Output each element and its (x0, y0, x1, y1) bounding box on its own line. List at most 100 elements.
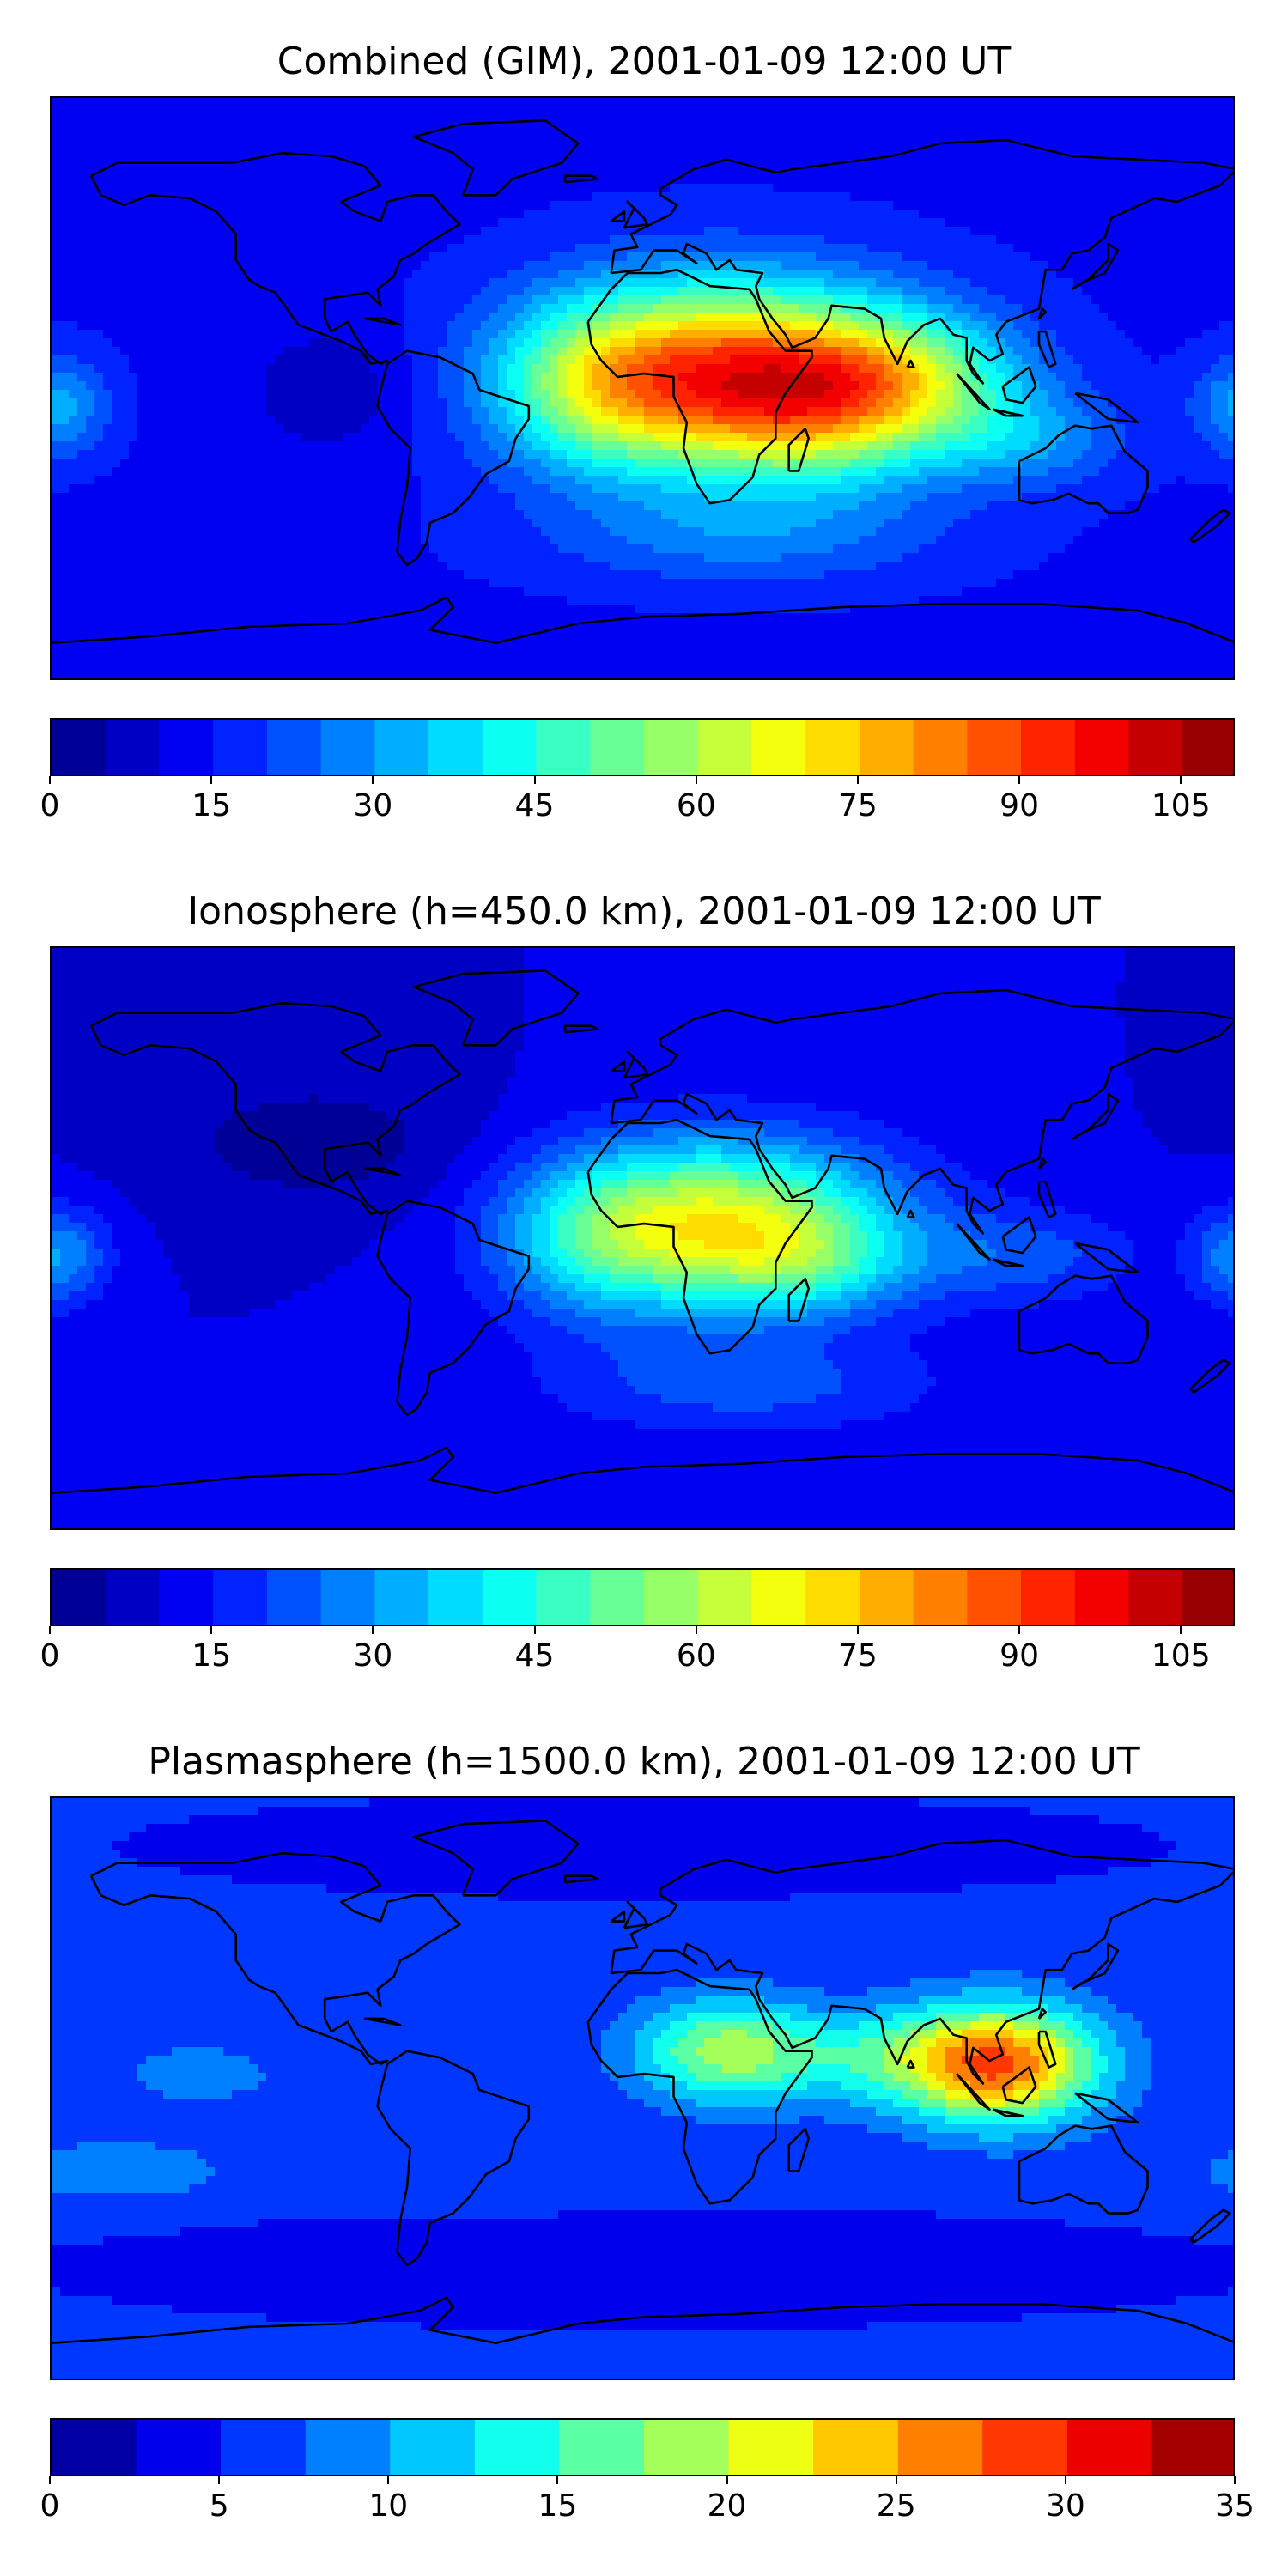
colorbar-swatch (982, 2420, 1068, 2475)
colorbar-tick-label: 20 (708, 2488, 747, 2524)
colorbar-tick-label: 5 (210, 2488, 229, 2524)
colorbar-ticks: 0 15 30 45 60 75 90 105 (40, 776, 1235, 828)
coastline (1001, 2066, 1037, 2105)
colorbar-tick-label: 25 (877, 2488, 916, 2524)
coastline (787, 428, 810, 472)
colorbar-tick-label: 0 (40, 2488, 60, 2524)
coastline (1037, 330, 1057, 368)
coastline (52, 2296, 1233, 2344)
coastline (610, 210, 626, 222)
coastline (906, 359, 915, 368)
colorbar-tick (856, 776, 859, 784)
colorbar-tick-label: 0 (40, 788, 60, 824)
world-map (50, 1796, 1235, 2380)
coastline (1018, 424, 1149, 514)
colorbar-tick (372, 1626, 374, 1634)
coastline (1037, 1157, 1047, 1170)
coastline (1074, 1242, 1139, 1274)
colorbar-swatch (751, 720, 806, 775)
coastline (1189, 508, 1231, 544)
world-map (50, 946, 1235, 1530)
colorbar-swatch (805, 720, 860, 775)
coastline (412, 1820, 580, 1897)
colorbar-swatches (52, 1570, 1233, 1625)
coastline (906, 1209, 915, 1218)
colorbar-swatches (52, 2420, 1233, 2475)
tec-contour-map (52, 1798, 1233, 2379)
colorbar-swatch (266, 1570, 322, 1625)
colorbar-tick (1018, 1626, 1021, 1634)
colorbar-tick (49, 776, 51, 784)
colorbar-tick (49, 1626, 51, 1634)
colorbar-tick-label: 30 (353, 788, 392, 824)
coastline (52, 596, 1233, 644)
colorbar-tick (210, 1626, 213, 1634)
colorbar-swatch (897, 2420, 983, 2475)
colorbar-swatch (320, 720, 375, 775)
colorbar-tick-label: 30 (353, 1638, 392, 1674)
coastline (1189, 1358, 1231, 1394)
tec-contour-map (52, 98, 1233, 678)
colorbar-tick (387, 2476, 390, 2484)
colorbar-swatch (751, 1570, 806, 1625)
colorbar-swatch (482, 720, 538, 775)
colorbar-swatch (859, 1570, 914, 1625)
colorbar-swatch (213, 1570, 268, 1625)
colorbar-swatch (697, 720, 752, 775)
colorbar-swatch (390, 2420, 476, 2475)
coastline (1037, 2030, 1057, 2069)
colorbar-swatch (805, 1570, 860, 1625)
colorbar-swatch (305, 2420, 391, 2475)
colorbar-tick-label: 45 (515, 1638, 555, 1674)
colorbar-tick-label: 60 (677, 788, 716, 824)
colorbar-swatch (644, 1570, 699, 1625)
coastline (1071, 1942, 1120, 1991)
colorbar-tick (1064, 2476, 1066, 2484)
coastlines (52, 969, 1233, 1494)
combined-gim-panel: Combined (GIM), 2001-01-09 12:00 UT 0 15 3… (0, 0, 1288, 859)
coastline (89, 1851, 461, 2066)
colorbar-tick-label: 30 (1046, 2488, 1085, 2524)
coastline (956, 1223, 991, 1261)
coastline (610, 1910, 626, 1923)
coastline (1074, 392, 1139, 424)
colorbar-swatch (482, 1570, 538, 1625)
colorbar-tick (1180, 1626, 1182, 1634)
colorbar-tick (1180, 776, 1182, 784)
coastline (1037, 1180, 1057, 1218)
coastline (376, 2050, 531, 2267)
colorbar-tick-label: 15 (191, 788, 231, 824)
colorbar-swatch (221, 2420, 307, 2475)
colorbar-swatches (52, 720, 1233, 775)
coastline (586, 268, 813, 505)
colorbar-swatch (590, 1570, 645, 1625)
colorbar-tick (1018, 776, 1021, 784)
coastline (89, 151, 461, 366)
colorbar-tick (895, 2476, 897, 2484)
colorbar-swatch (374, 720, 429, 775)
colorbar-tick (856, 1626, 859, 1634)
coastline (787, 1278, 810, 1322)
colorbar-swatch (590, 720, 645, 775)
coastline (992, 2108, 1024, 2117)
coastline (906, 2059, 915, 2069)
colorbar-tick-label: 90 (999, 788, 1039, 824)
panel-title: Ionosphere (h=450.0 km), 2001-01-09 12:0… (0, 890, 1288, 934)
colorbar-swatch (52, 720, 106, 775)
colorbar-swatch (644, 720, 699, 775)
colorbar-swatch (428, 720, 483, 775)
colorbar-swatch (813, 2420, 899, 2475)
colorbar-swatch (1151, 2420, 1233, 2475)
colorbar-tick (533, 1626, 536, 1634)
colorbar-swatch (536, 1570, 591, 1625)
coastline (376, 1200, 531, 1417)
coastline (1074, 2092, 1139, 2124)
colorbar-tick-label: 10 (368, 2488, 408, 2524)
coastline (956, 373, 991, 410)
coastline (363, 317, 402, 326)
coastline (1071, 1092, 1120, 1141)
coastline (787, 2128, 810, 2172)
coastline (956, 2073, 991, 2111)
colorbar-swatch (1066, 2420, 1152, 2475)
coastline (1001, 1216, 1037, 1255)
